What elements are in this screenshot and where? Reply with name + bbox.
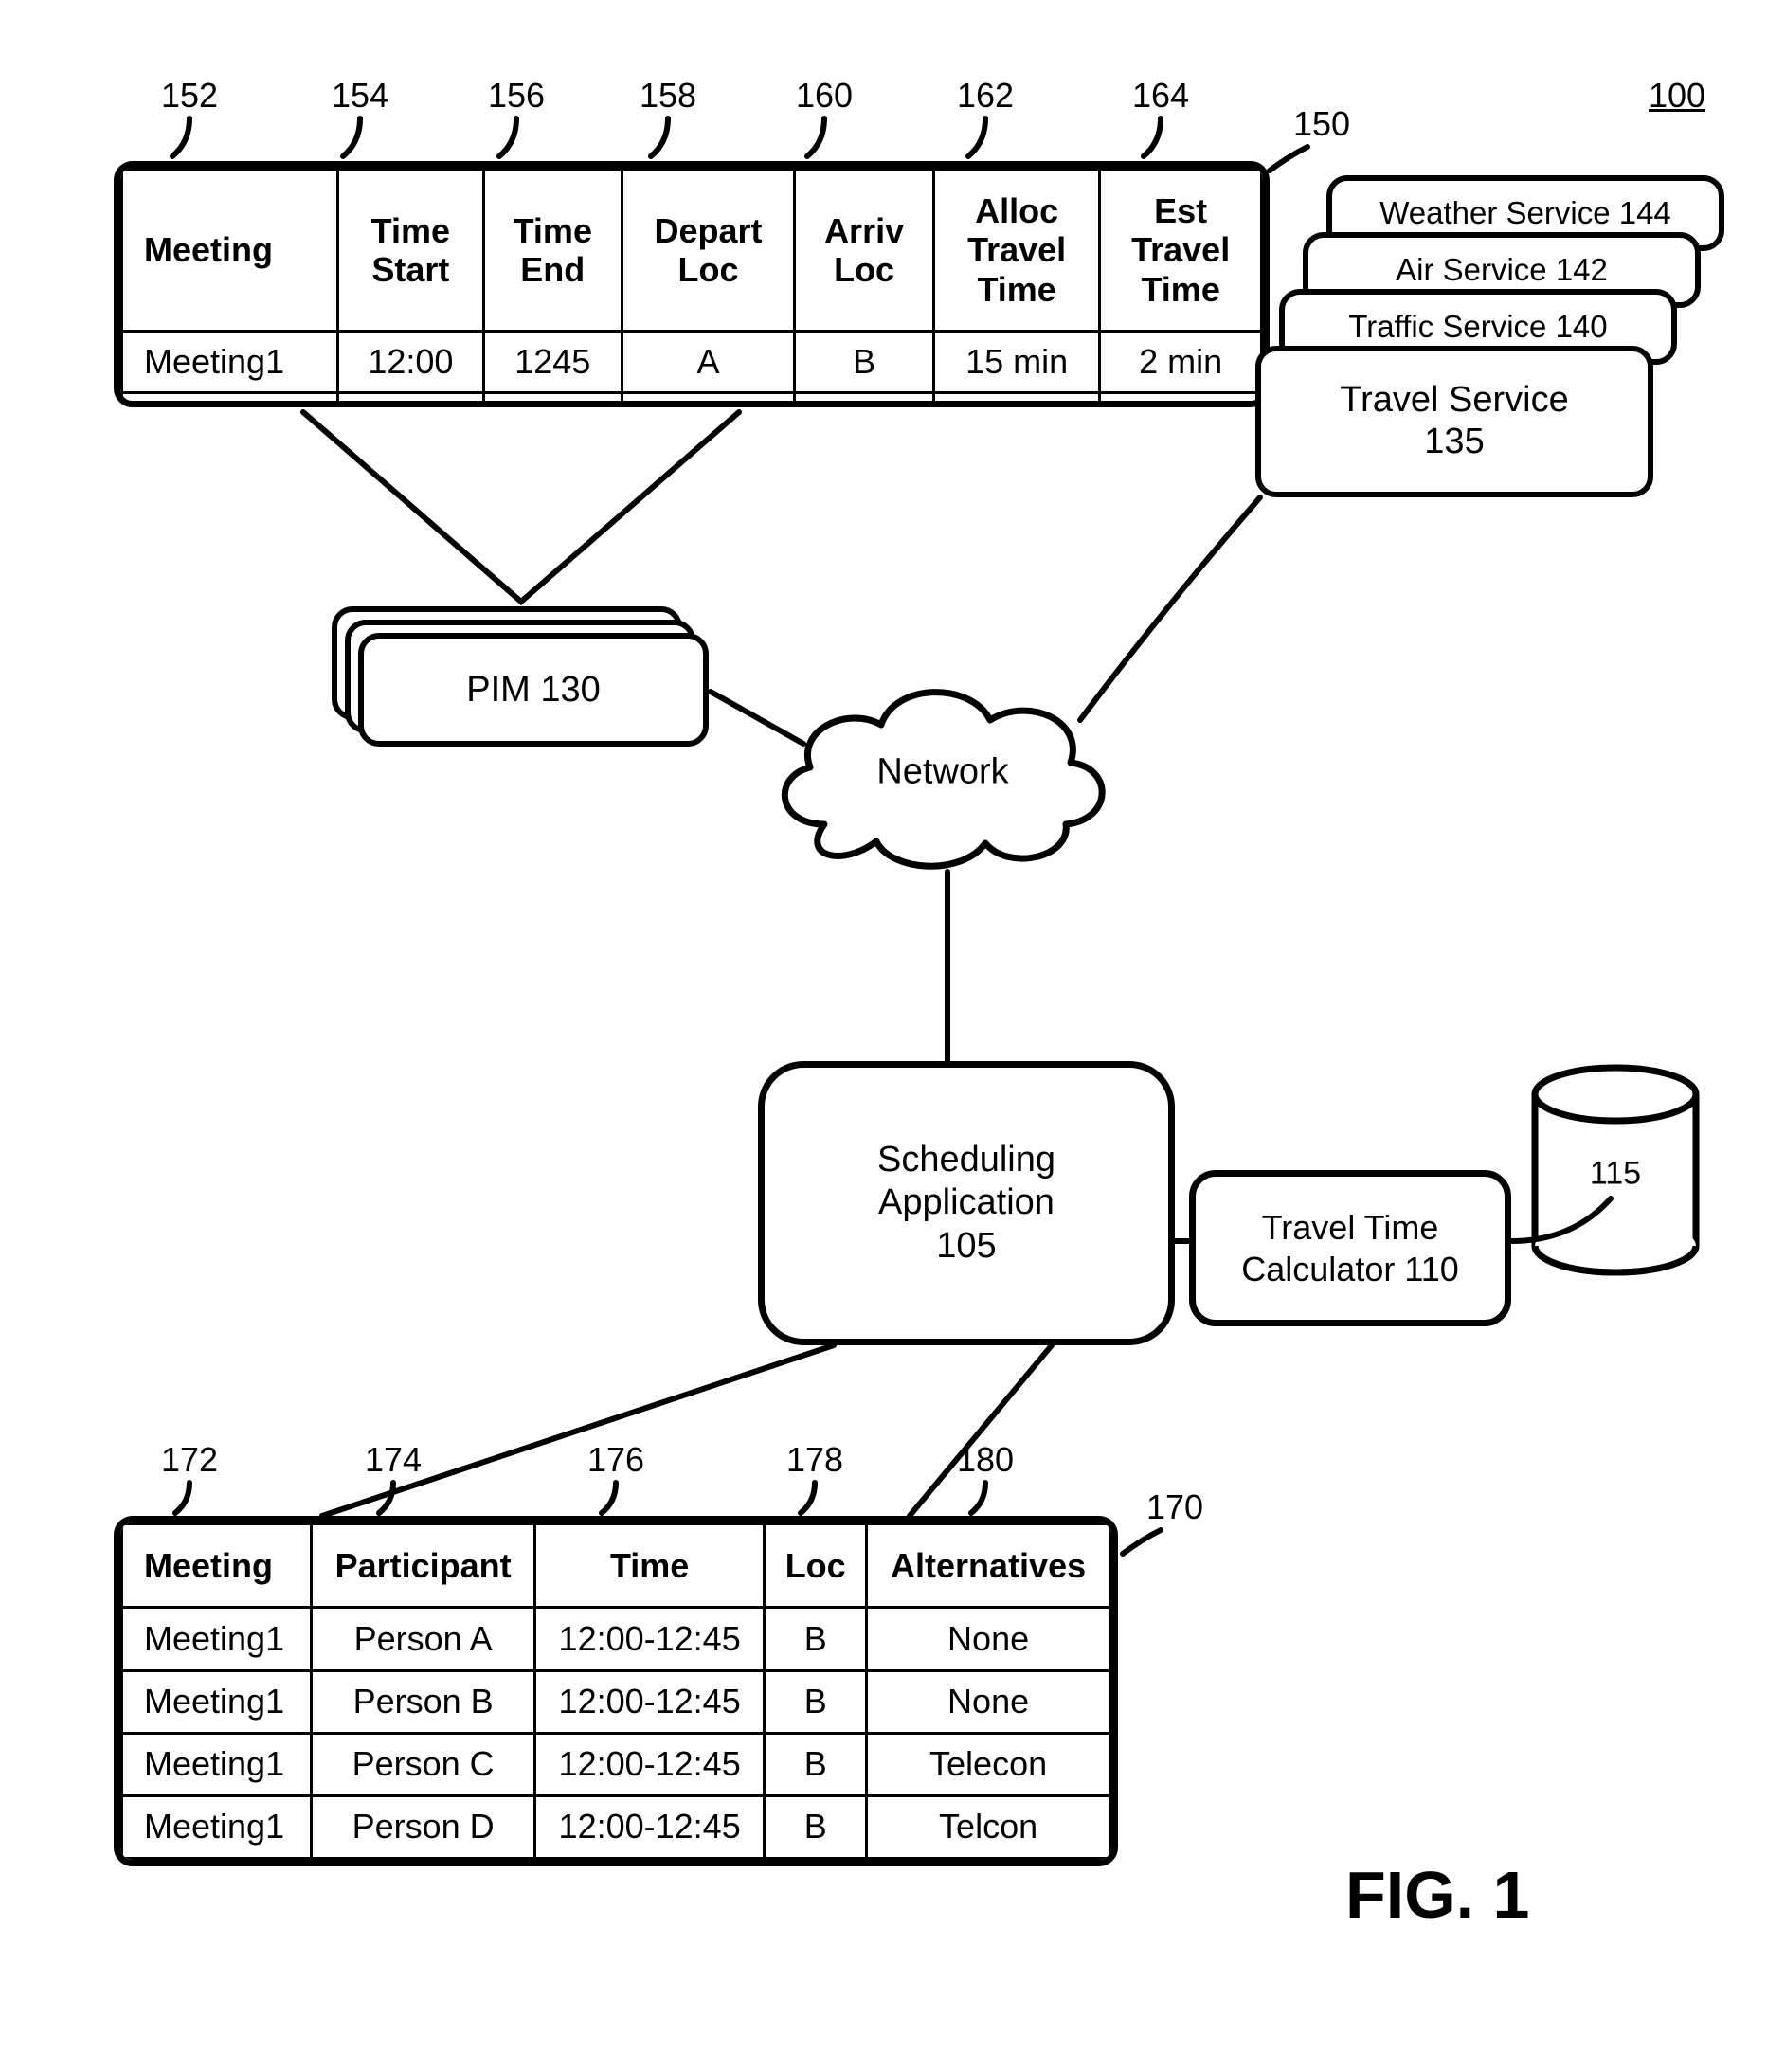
travel-calc-label: Travel Time Calculator 110 xyxy=(1241,1207,1458,1288)
cell: 12:00 xyxy=(337,332,483,393)
ref-col-176: 176 xyxy=(587,1440,644,1480)
cell: 13:00 xyxy=(337,393,483,407)
datastore-cylinder: 115 xyxy=(1525,1061,1705,1279)
table-row: Meeting1 Person D 12:00-12:45 B Telcon xyxy=(122,1795,1110,1858)
cell: Telcon xyxy=(867,1795,1110,1858)
services-stack: Weather Service 144 Air Service 142 Traf… xyxy=(1255,175,1748,592)
cell: B xyxy=(795,332,934,393)
ref-col-156: 156 xyxy=(488,76,545,116)
bottom-table: Meeting Participant Time Loc Alternative… xyxy=(114,1516,1118,1866)
th-time: Time xyxy=(535,1524,765,1608)
scheduling-app-box: Scheduling Application 105 xyxy=(758,1061,1175,1345)
cell: 12:00-12:45 xyxy=(535,1733,765,1795)
pim-label: PIM 130 xyxy=(466,670,601,711)
ref-col-174: 174 xyxy=(365,1440,422,1480)
figure-label: FIG. 1 xyxy=(1345,1857,1529,1933)
cell: Meeting1 xyxy=(122,332,338,393)
ref-col-178: 178 xyxy=(786,1440,843,1480)
table-row: Meeting2 13:00 1400 B C 10 min 5 min xyxy=(122,393,1262,407)
cell: None xyxy=(867,1670,1110,1733)
cell: None xyxy=(867,1608,1110,1670)
service-travel-label: Travel Service 135 xyxy=(1276,380,1632,462)
cell: 12:00-12:45 xyxy=(535,1670,765,1733)
ref-col-164: 164 xyxy=(1132,76,1189,116)
ref-col-158: 158 xyxy=(640,76,696,116)
cell: Person A xyxy=(312,1608,535,1670)
th-meeting: Meeting xyxy=(122,170,338,332)
cell: 2 min xyxy=(1100,332,1262,393)
cell: Meeting2 xyxy=(122,393,338,407)
th-alloc-travel: AllocTravelTime xyxy=(933,170,1099,332)
travel-calc-box: Travel Time Calculator 110 xyxy=(1189,1170,1511,1326)
cell: 1245 xyxy=(483,332,622,393)
cell: B xyxy=(765,1608,867,1670)
figure-1-diagram: 100 Meeting TimeStart TimeEnd DepartLoc … xyxy=(38,38,1743,2027)
top-table: Meeting TimeStart TimeEnd DepartLoc Arri… xyxy=(114,161,1270,407)
ref-system: 100 xyxy=(1649,76,1705,116)
cell: Person C xyxy=(312,1733,535,1795)
network-cloud: Network xyxy=(767,673,1118,872)
cell: Meeting1 xyxy=(122,1733,312,1795)
cell: A xyxy=(622,332,794,393)
cell: Meeting1 xyxy=(122,1670,312,1733)
ref-col-152: 152 xyxy=(161,76,218,116)
th-time-end: TimeEnd xyxy=(483,170,622,332)
cell: 12:00-12:45 xyxy=(535,1795,765,1858)
th-participant: Participant xyxy=(312,1524,535,1608)
ref-col-154: 154 xyxy=(332,76,388,116)
cell: Meeting1 xyxy=(122,1795,312,1858)
datastore-label: 115 xyxy=(1525,1155,1705,1192)
th-arriv-loc: ArrivLoc xyxy=(795,170,934,332)
ref-col-160: 160 xyxy=(796,76,853,116)
service-weather-label: Weather Service 144 xyxy=(1347,195,1704,231)
ref-col-162: 162 xyxy=(957,76,1014,116)
th-meeting2: Meeting xyxy=(122,1524,312,1608)
cell: C xyxy=(795,393,934,407)
th-alternatives: Alternatives xyxy=(867,1524,1110,1608)
table-row: Meeting1 12:00 1245 A B 15 min 2 min xyxy=(122,332,1262,393)
cell: Person B xyxy=(312,1670,535,1733)
cell: 10 min xyxy=(933,393,1099,407)
service-traffic-label: Traffic Service 140 xyxy=(1300,309,1656,345)
cell: B xyxy=(765,1795,867,1858)
pim-card-front: PIM 130 xyxy=(358,633,709,747)
table-row: Meeting1 Person A 12:00-12:45 B None xyxy=(122,1608,1110,1670)
ref-table-170: 170 xyxy=(1146,1487,1203,1527)
cell: Person D xyxy=(312,1795,535,1858)
ref-col-180: 180 xyxy=(957,1440,1014,1480)
cell: B xyxy=(622,393,794,407)
th-loc: Loc xyxy=(765,1524,867,1608)
cell: B xyxy=(765,1733,867,1795)
service-travel: Travel Service 135 xyxy=(1255,346,1653,497)
pim-stack: PIM 130 xyxy=(332,606,711,758)
cell: Telecon xyxy=(867,1733,1110,1795)
cell: 5 min xyxy=(1100,393,1262,407)
service-air-label: Air Service 142 xyxy=(1324,252,1680,288)
cell: Meeting1 xyxy=(122,1608,312,1670)
scheduling-app-label: Scheduling Application 105 xyxy=(877,1139,1055,1269)
cell: 1400 xyxy=(483,393,622,407)
cell: 12:00-12:45 xyxy=(535,1608,765,1670)
cell: B xyxy=(765,1670,867,1733)
th-time-start: TimeStart xyxy=(337,170,483,332)
ref-col-172: 172 xyxy=(161,1440,218,1480)
cell: 15 min xyxy=(933,332,1099,393)
table-row: Meeting1 Person B 12:00-12:45 B None xyxy=(122,1670,1110,1733)
ref-table-150: 150 xyxy=(1293,104,1350,144)
network-label: Network xyxy=(767,752,1118,793)
th-depart-loc: DepartLoc xyxy=(622,170,794,332)
table-row: Meeting1 Person C 12:00-12:45 B Telecon xyxy=(122,1733,1110,1795)
th-est-travel: EstTravelTime xyxy=(1100,170,1262,332)
